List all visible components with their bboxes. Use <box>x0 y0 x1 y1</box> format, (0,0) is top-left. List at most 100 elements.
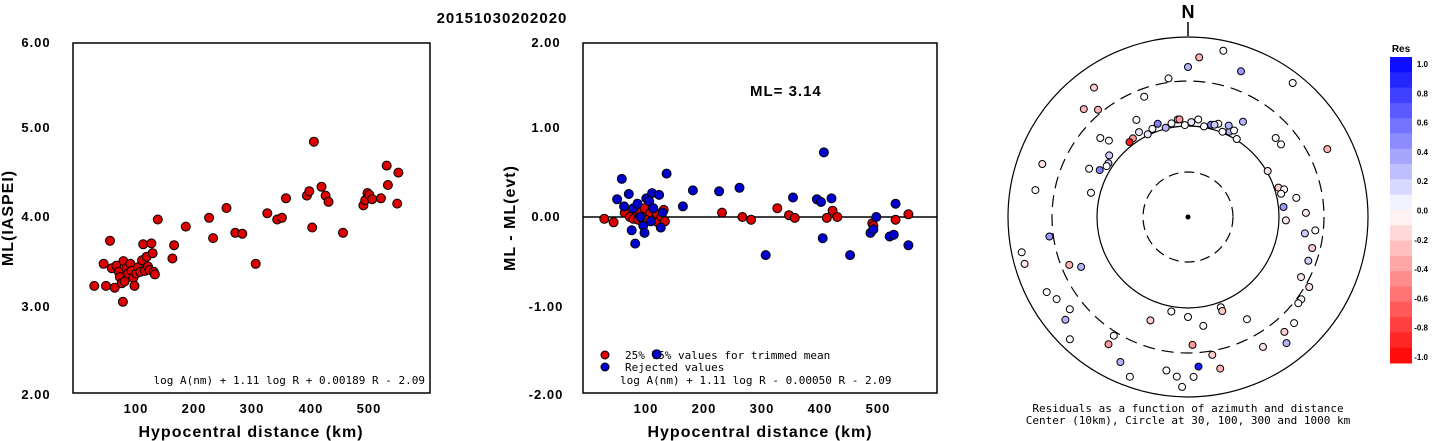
colorbar-cell <box>1390 133 1412 150</box>
colorbar-tick-label: 0.2 <box>1417 177 1429 186</box>
plot2-frame <box>582 42 938 394</box>
plot2-ytick-2: 2.00 <box>531 35 560 50</box>
station-residual-point <box>1038 160 1047 168</box>
plot2-xtick-400: 400 <box>808 401 833 416</box>
plot2-ytick-m1: -1.00 <box>529 299 564 314</box>
station-residual-point <box>1096 134 1105 142</box>
station-residual-point <box>1094 105 1102 114</box>
station-residual-point <box>1077 262 1086 271</box>
station-residual-point <box>1210 120 1219 129</box>
plot2-ytick-1: 1.00 <box>531 120 560 135</box>
plot1-point <box>375 193 386 204</box>
station-residual-point <box>1219 46 1228 55</box>
colorbar-cell <box>1390 271 1412 287</box>
station-residual-point <box>1140 92 1149 101</box>
rejected-point <box>845 250 856 261</box>
north-label: N <box>1182 2 1195 22</box>
station-residual-point <box>1087 188 1095 197</box>
polar-caption-1: Residuals as a function of azimuth and d… <box>1032 402 1343 415</box>
colorbar-cell <box>1390 118 1412 134</box>
trimmed-point <box>746 214 757 225</box>
station-residual-point <box>1104 136 1113 145</box>
station-residual-point <box>1184 63 1192 71</box>
plot1-point <box>138 239 149 250</box>
rejected-point <box>654 189 665 200</box>
rejected-point <box>871 212 882 222</box>
station-residual-point <box>1277 189 1286 198</box>
legend-label-trimmed: 25% 75% values for trimmed mean <box>625 349 830 362</box>
plot1-point <box>308 136 319 147</box>
plot1-point <box>208 233 219 244</box>
colorbar-tick-label: 0.0 <box>1417 207 1429 216</box>
colorbar-cell <box>1390 194 1412 211</box>
station-residual-point <box>1305 283 1314 291</box>
station-residual-point <box>1095 166 1104 175</box>
station-residual-point <box>1308 244 1317 252</box>
colorbar-cell <box>1390 255 1412 272</box>
residual-colorbar: Res 1.0 0.8 0.6 0.4 0.2 0.0 -0.2 -0.4 -0.6 -0.8 -1… <box>1390 44 1429 364</box>
rejected-point <box>888 229 899 240</box>
station-residual-point <box>1065 305 1074 314</box>
trimmed-point <box>821 212 832 223</box>
rejected-point <box>626 225 637 236</box>
station-residual-point <box>1194 115 1203 124</box>
plot1-point <box>392 198 403 209</box>
station-residual-point <box>1132 115 1141 124</box>
plot1-ylabel: ML(IASPEI) <box>0 170 17 266</box>
plot1-ytick-2: 2.00 <box>21 387 50 402</box>
colorbar-tick-label: -0.8 <box>1414 324 1428 333</box>
station-residual-point <box>1161 123 1170 132</box>
rejected-point <box>635 212 646 222</box>
station-residual-point <box>1052 295 1061 304</box>
colorbar-cell <box>1390 210 1412 226</box>
station-residual-point <box>1239 117 1247 126</box>
station-residual-point <box>1148 124 1157 133</box>
station-residual-point <box>1187 118 1196 127</box>
epicenter-dot <box>1185 214 1191 220</box>
station-residual-point <box>1167 307 1176 316</box>
station-residual-point <box>1109 331 1118 340</box>
colorbar-cell <box>1390 102 1412 119</box>
plot1-point <box>316 181 327 192</box>
station-residual-point <box>1294 299 1303 308</box>
plot1-point <box>393 167 404 178</box>
station-residual-point <box>1167 119 1176 128</box>
plot1-xlabel: Hypocentral distance (km) <box>138 424 363 441</box>
colorbar-tick-label: -1.0 <box>1414 353 1428 362</box>
plot1-point <box>147 248 158 259</box>
colorbar-cell <box>1390 164 1412 180</box>
station-residual-point <box>1304 256 1313 265</box>
plot1-point <box>105 235 115 246</box>
station-residual-point <box>1282 339 1291 348</box>
station-residual-point <box>1116 358 1125 366</box>
station-residual-point <box>1061 315 1070 324</box>
plot1-point <box>276 212 287 223</box>
station-residual-point <box>1281 216 1290 225</box>
station-residual-point <box>1232 135 1241 143</box>
rejected-point <box>734 182 745 193</box>
station-residual-point <box>1079 105 1088 114</box>
polar-caption-2: Center (10km), Circle at 30, 100, 300 an… <box>1026 414 1351 427</box>
station-residual-point <box>1143 130 1152 139</box>
colorbar-cell <box>1390 72 1412 89</box>
plot1-point <box>304 186 315 197</box>
station-residual-point <box>1200 122 1208 131</box>
station-residual-point <box>1178 382 1187 391</box>
station-residual-point <box>1125 138 1134 147</box>
rejected-point <box>826 193 837 204</box>
rejected-point <box>632 198 643 209</box>
azimuth-residual-polar-plot: N Residuals as a function of azimuth and… <box>1007 2 1369 427</box>
plot1-formula: log A(nm) + 1.11 log R + 0.00189 R - 2.0… <box>153 374 425 387</box>
colorbar-cell <box>1390 148 1412 165</box>
plot2-xlabel: Hypocentral distance (km) <box>647 424 872 441</box>
plot2-xtick-200: 200 <box>692 401 717 416</box>
polar-points <box>1017 46 1332 391</box>
colorbar-cell <box>1390 179 1412 196</box>
colorbar-tick-label: 1.0 <box>1417 60 1429 69</box>
station-residual-point <box>1230 126 1238 135</box>
station-residual-point <box>1045 232 1054 241</box>
station-residual-point <box>1194 362 1203 371</box>
station-residual-point <box>1175 115 1184 124</box>
station-residual-point <box>1218 127 1227 136</box>
plot1-point <box>89 280 100 291</box>
